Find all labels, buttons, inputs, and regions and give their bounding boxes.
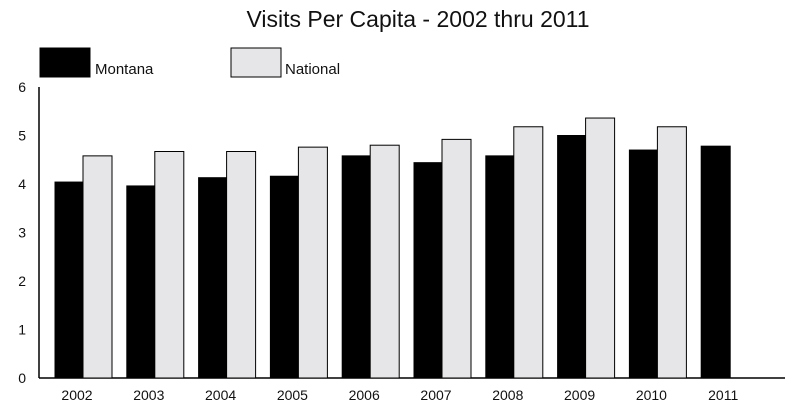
y-tick-label: 2 <box>18 273 26 289</box>
legend: Montana National <box>39 47 340 78</box>
chart-title: Visits Per Capita - 2002 thru 2011 <box>246 6 589 32</box>
bar-montana-2006 <box>341 155 372 379</box>
bars <box>54 117 731 379</box>
legend-swatch-national <box>230 47 282 78</box>
x-tick-label: 2006 <box>349 387 380 403</box>
x-tick-labels: 2002 2003 2004 2005 2006 2007 2008 2009 2010 2011 <box>61 387 738 403</box>
bar-montana-2003 <box>126 185 157 379</box>
bar-montana-2010 <box>628 149 659 379</box>
y-tick-labels: 0 1 2 3 4 5 6 <box>18 79 26 386</box>
legend-label-montana: Montana <box>95 61 154 78</box>
y-tick-label: 1 <box>18 322 26 338</box>
y-tick-label: 5 <box>18 128 26 144</box>
bar-national-2009 <box>585 117 616 379</box>
legend-swatch-montana <box>39 47 91 78</box>
x-tick-label: 2003 <box>133 387 164 403</box>
y-tick-label: 3 <box>18 225 26 241</box>
bar-national-2003 <box>154 151 185 379</box>
y-tick-label: 0 <box>18 370 26 386</box>
x-tick-label: 2009 <box>564 387 595 403</box>
bar-national-2002 <box>82 155 113 379</box>
bar-national-2005 <box>297 146 328 379</box>
legend-label-national: National <box>285 61 340 78</box>
bar-montana-2009 <box>557 135 588 379</box>
x-tick-label: 2010 <box>636 387 667 403</box>
x-tick-label: 2007 <box>420 387 451 403</box>
x-tick-label: 2008 <box>492 387 523 403</box>
bar-montana-2004 <box>198 177 229 379</box>
bar-national-2010 <box>656 126 687 379</box>
x-tick-label: 2005 <box>277 387 308 403</box>
bar-national-2008 <box>513 126 544 379</box>
bar-national-2006 <box>369 144 400 379</box>
x-tick-label: 2004 <box>205 387 236 403</box>
bar-montana-2011 <box>700 145 731 379</box>
bar-national-2004 <box>226 151 257 379</box>
bar-national-2007 <box>441 138 472 379</box>
bar-montana-2007 <box>413 162 444 379</box>
y-tick-label: 6 <box>18 79 26 95</box>
x-tick-label: 2002 <box>61 387 92 403</box>
bar-montana-2008 <box>485 155 516 379</box>
bar-montana-2005 <box>269 175 300 379</box>
bar-montana-2002 <box>54 181 85 379</box>
x-tick-label: 2011 <box>708 387 738 403</box>
y-tick-label: 4 <box>18 176 26 192</box>
